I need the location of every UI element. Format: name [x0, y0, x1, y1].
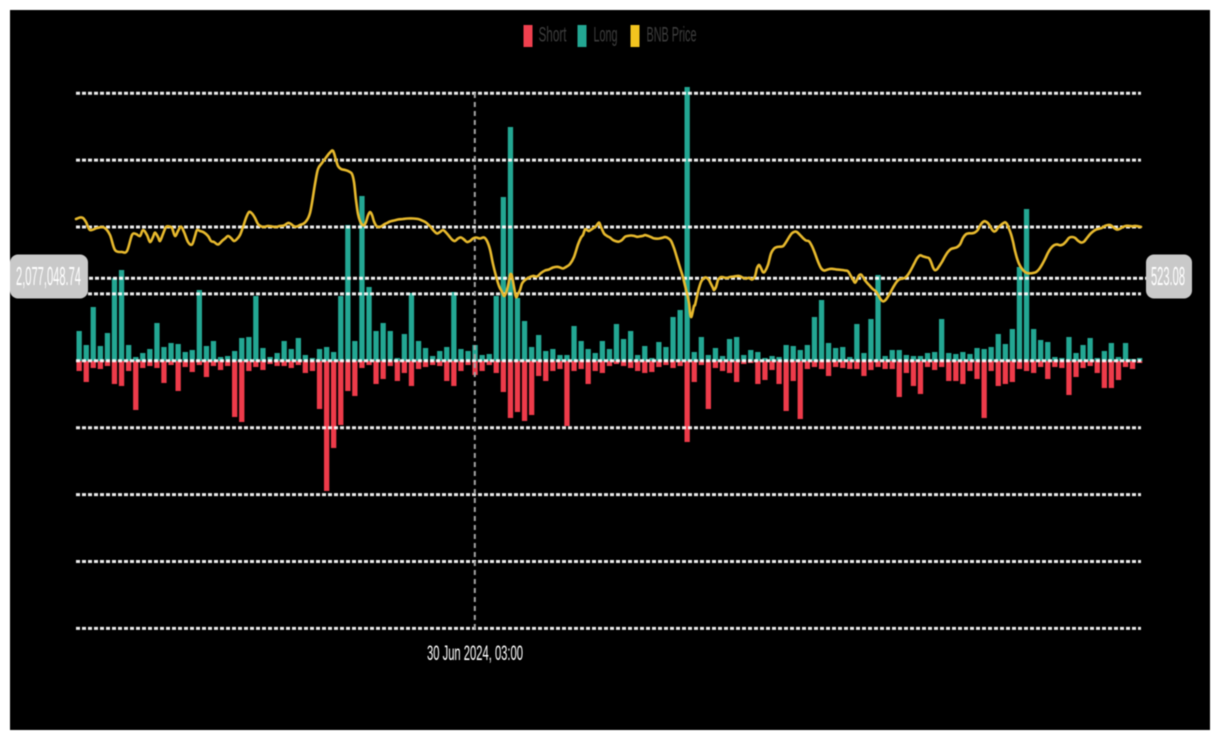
svg-text:Long: Long	[594, 24, 618, 47]
svg-text:BNB Price: BNB Price	[647, 24, 697, 47]
svg-text:30 Jun 2024, 03:00: 30 Jun 2024, 03:00	[427, 642, 523, 665]
svg-text:523.08: 523.08	[1151, 261, 1185, 291]
svg-text:2,077,048.74: 2,077,048.74	[16, 261, 81, 291]
svg-text:Short: Short	[539, 24, 567, 47]
